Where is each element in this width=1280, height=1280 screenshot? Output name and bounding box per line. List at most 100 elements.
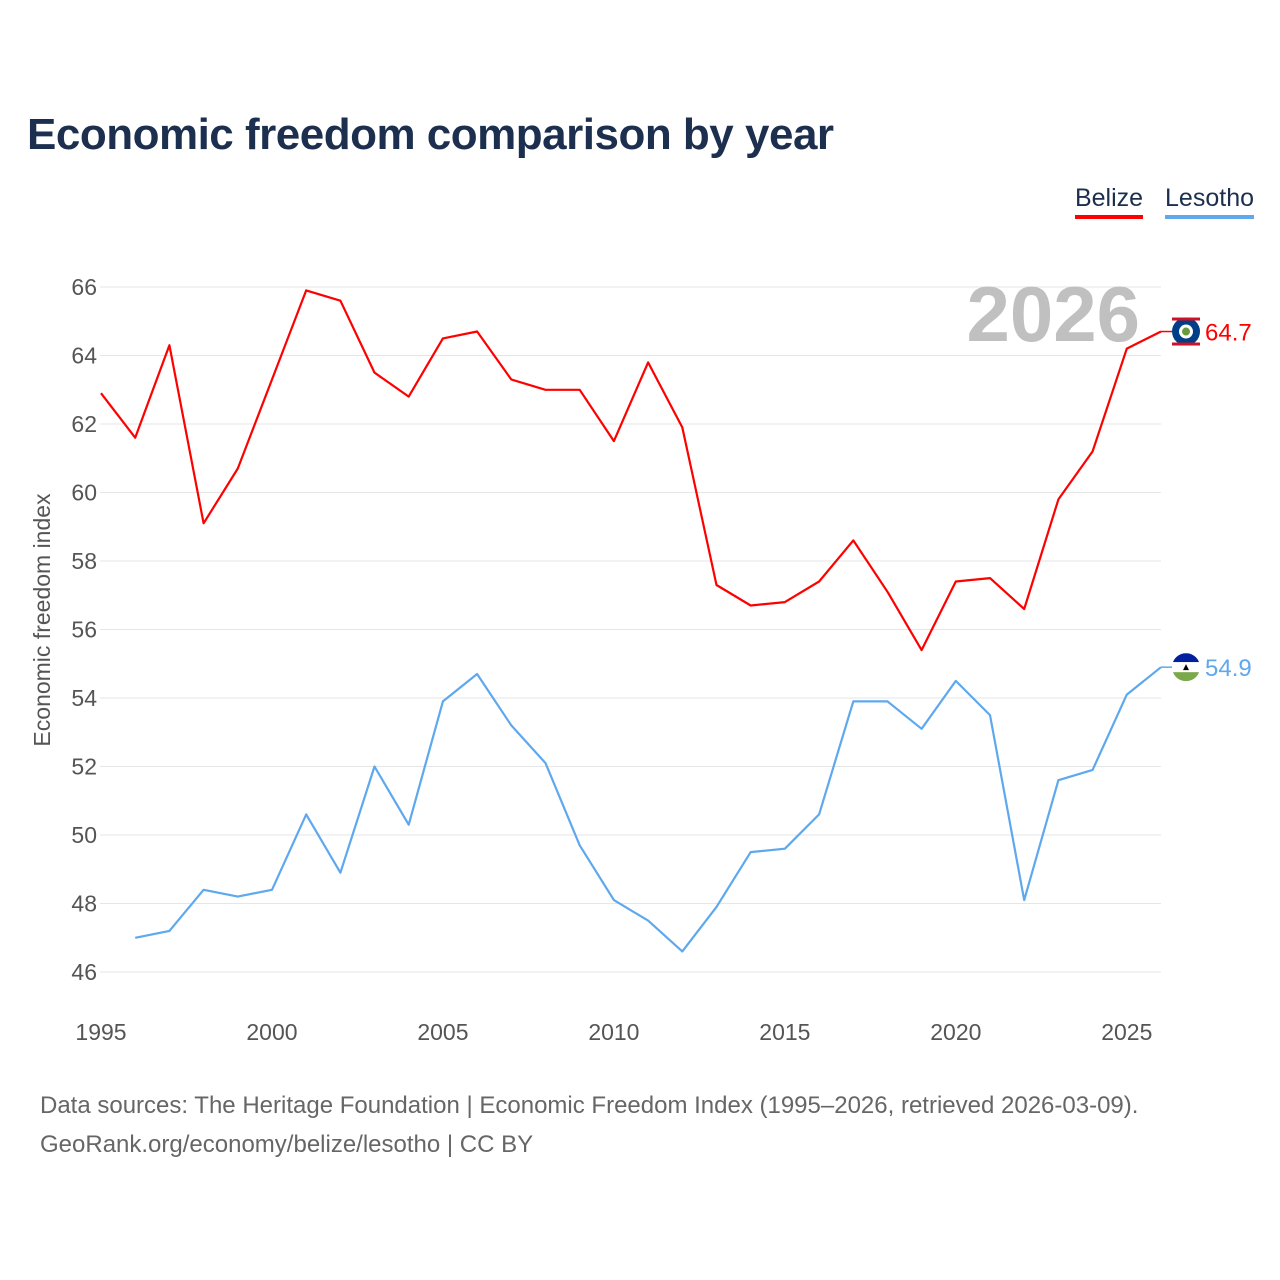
data-point-belize [679,424,685,430]
y-tick-label: 52 [71,754,97,780]
y-tick-label: 46 [71,959,97,985]
data-point-lesotho [953,678,959,684]
data-point-lesotho [474,671,480,677]
data-point-lesotho [440,698,446,704]
data-point-belize [201,520,207,526]
y-tick-label: 56 [71,617,97,643]
data-point-lesotho [748,849,754,855]
data-point-lesotho [884,698,890,704]
data-point-lesotho [337,870,343,876]
y-tick-label: 54 [71,685,97,711]
data-point-belize [782,599,788,605]
data-point-belize [1124,346,1130,352]
data-point-belize [953,579,959,585]
flag-stripe [1172,342,1200,346]
flag-lesotho-icon [1172,653,1200,682]
series-line-belize [100,289,1162,652]
data-point-lesotho [782,846,788,852]
data-point-belize [406,394,412,400]
x-tick-label: 2020 [930,1019,981,1045]
data-point-lesotho [1090,767,1096,773]
y-tick-label: 48 [71,891,97,917]
data-point-belize [645,359,651,365]
data-point-belize [132,435,138,441]
y-tick-label: 60 [71,480,97,506]
y-tick-label: 64 [71,343,97,369]
data-point-belize [235,466,241,472]
data-point-lesotho [235,894,241,900]
end-value-label: 64.7 [1205,320,1252,347]
series-line-lesotho [134,666,1162,953]
data-point-belize [543,387,549,393]
end-value-label: 54.9 [1205,655,1252,682]
data-point-belize [713,582,719,588]
data-point-belize [577,387,583,393]
data-point-belize [884,589,890,595]
flag-stripe [1172,317,1200,321]
data-point-belize [1021,606,1027,612]
data-point-lesotho [987,712,993,718]
data-point-lesotho [132,935,138,941]
footer: Data sources: The Heritage Foundation | … [40,1086,1138,1164]
data-point-lesotho [816,811,822,817]
data-point-lesotho [577,842,583,848]
data-point-belize [269,376,275,382]
data-point-belize [508,376,514,382]
watermark-year: 2026 [966,270,1140,358]
data-point-lesotho [679,948,685,954]
chart-title: Economic freedom comparison by year [27,110,834,159]
data-point-lesotho [201,887,207,893]
x-tick-label: 2000 [246,1019,297,1045]
data-point-belize [611,438,617,444]
legend-item-belize[interactable]: Belize [1074,184,1144,219]
data-point-belize [337,298,343,304]
data-point-lesotho [303,811,309,817]
y-tick-label: 66 [71,274,97,300]
data-point-belize [1055,496,1061,502]
data-point-lesotho [508,722,514,728]
data-point-belize [1090,448,1096,454]
y-tick-label: 62 [71,411,97,437]
data-point-belize [816,579,822,585]
x-tick-label: 2010 [588,1019,639,1045]
data-point-lesotho [919,726,925,732]
data-point-belize [987,575,993,581]
legend: Belize Lesotho [1074,184,1254,219]
flag-stripe [1172,653,1200,663]
data-point-lesotho [1124,692,1130,698]
x-tick-label: 2015 [759,1019,810,1045]
data-point-belize [166,342,172,348]
x-tick-label: 2025 [1101,1019,1152,1045]
x-tick-label: 1995 [75,1019,126,1045]
data-point-belize [919,647,925,653]
data-point-belize [850,537,856,543]
flag-emblem [1182,327,1190,336]
data-point-lesotho [1055,777,1061,783]
data-point-lesotho [611,897,617,903]
data-point-lesotho [1021,897,1027,903]
data-point-belize [474,329,480,335]
data-point-belize [303,287,309,293]
data-point-lesotho [166,928,172,934]
data-point-lesotho [543,760,549,766]
flag-stripe [1172,672,1200,682]
data-point-lesotho [713,904,719,910]
data-point-belize [372,370,378,376]
flag-belize-icon [1172,317,1200,346]
y-axis-label: Economic freedom index [29,493,55,747]
footer-sources: Data sources: The Heritage Foundation | … [40,1092,1139,1119]
y-tick-label: 50 [71,822,97,848]
flag-hat [1183,664,1189,671]
data-point-belize [748,603,754,609]
data-point-belize [440,335,446,341]
y-tick-label: 58 [71,548,97,574]
x-tick-label: 2005 [417,1019,468,1045]
data-point-lesotho [372,764,378,770]
footer-attribution: GeoRank.org/economy/belize/lesotho | CC … [40,1131,534,1158]
legend-item-lesotho[interactable]: Lesotho [1165,184,1254,219]
data-point-belize [98,390,104,396]
data-point-lesotho [850,698,856,704]
data-point-lesotho [406,822,412,828]
data-point-lesotho [645,918,651,924]
